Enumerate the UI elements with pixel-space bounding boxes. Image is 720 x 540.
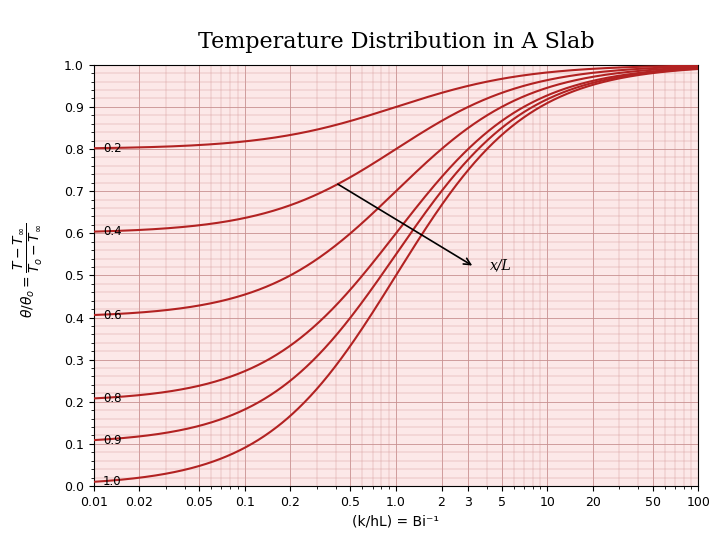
Title: Temperature Distribution in A Slab: Temperature Distribution in A Slab bbox=[198, 31, 594, 53]
Text: 0.4: 0.4 bbox=[103, 225, 122, 238]
X-axis label: (k/hL) = Bi⁻¹: (k/hL) = Bi⁻¹ bbox=[353, 514, 439, 528]
Text: 0.2: 0.2 bbox=[103, 141, 122, 154]
Text: 0.9: 0.9 bbox=[103, 434, 122, 447]
Text: 0.6: 0.6 bbox=[103, 308, 122, 321]
Text: x/L: x/L bbox=[490, 258, 511, 272]
Text: $\theta/\theta_o = \dfrac{T - T_\infty}{T_o - T_\infty}$: $\theta/\theta_o = \dfrac{T - T_\infty}{… bbox=[12, 222, 45, 318]
Text: 1.0: 1.0 bbox=[103, 475, 122, 488]
Text: 0.8: 0.8 bbox=[103, 392, 121, 405]
